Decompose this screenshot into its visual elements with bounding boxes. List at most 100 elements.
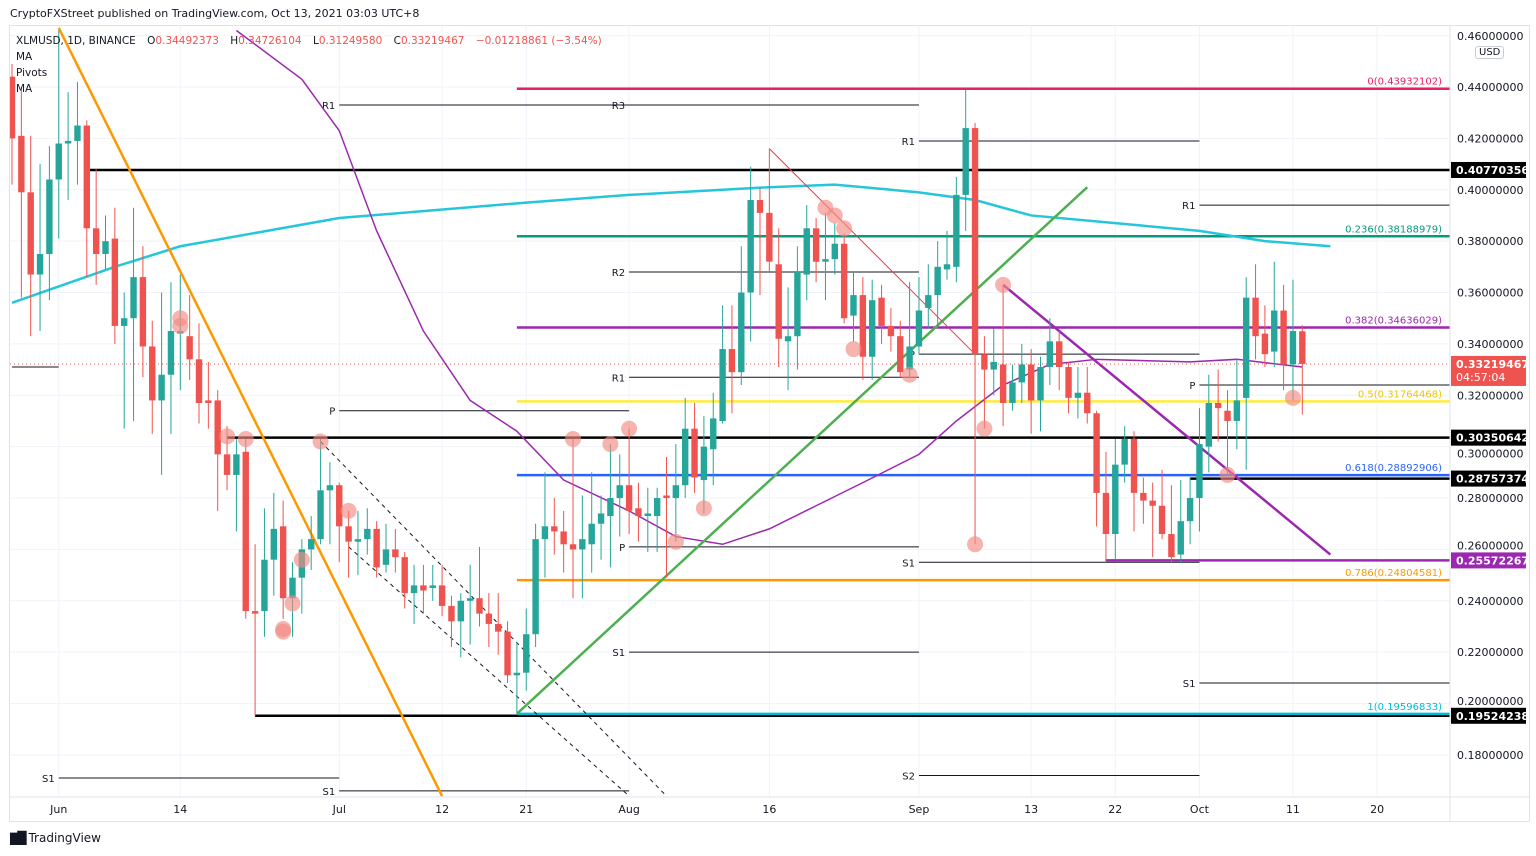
fib-level-label: 0(0.43932102) <box>1367 77 1442 88</box>
ohlc-row: XLMUSD, 1D, BINANCE O0.34492373 H0.34726… <box>16 33 602 49</box>
price-tag <box>1451 552 1526 569</box>
candle-body <box>382 549 390 565</box>
candle-body <box>354 539 362 542</box>
touch-marker <box>621 420 638 437</box>
trendline <box>1002 283 1332 556</box>
touch-marker <box>1284 389 1301 406</box>
indicator-ma-2[interactable]: MA <box>16 83 33 95</box>
y-tick-label: 0.40000000 <box>1457 184 1523 197</box>
last-price-tag <box>1451 355 1526 386</box>
price-tag-label: 0.19524238 <box>1456 710 1529 723</box>
candle-body <box>1177 521 1184 555</box>
candle-body <box>850 295 857 316</box>
candle-body <box>953 194 960 267</box>
low-value: 0.31249580 <box>318 35 383 47</box>
candle-body <box>1168 534 1175 558</box>
candle-body <box>682 428 689 486</box>
candle-body <box>317 490 324 540</box>
pivot-label: R1 <box>902 137 915 148</box>
x-tick-label: Sep <box>909 803 930 816</box>
candle-body <box>495 623 502 632</box>
candle-body <box>1252 297 1259 337</box>
y-tick-label: 0.46000000 <box>1457 30 1523 43</box>
candle-body <box>990 361 997 370</box>
x-tick-label: 13 <box>1024 803 1038 816</box>
moving-average-line <box>235 29 1303 546</box>
candle-body <box>121 318 128 326</box>
candle-body <box>167 331 175 375</box>
touch-marker <box>967 536 984 553</box>
fib-level-label: 0.786(0.24804581) <box>1345 568 1442 579</box>
candle-body <box>840 243 848 319</box>
pivot-label: S1 <box>1183 679 1196 690</box>
candle-body <box>523 634 530 673</box>
pivot-label: R1 <box>322 101 335 112</box>
touch-marker <box>237 430 254 447</box>
touch-marker <box>312 433 329 450</box>
close-label: C <box>393 35 401 47</box>
touch-marker <box>340 502 357 519</box>
candle-body <box>392 549 399 558</box>
candle-body <box>158 374 165 401</box>
candle-body <box>1102 492 1110 535</box>
currency-badge[interactable]: USD <box>1475 46 1505 59</box>
candle-body <box>541 526 549 540</box>
candle-body <box>635 508 642 517</box>
open-label: O <box>147 35 156 47</box>
candle-body <box>410 585 418 594</box>
candle-body <box>887 325 895 337</box>
symbol-label[interactable]: XLMUSD, 1D, BINANCE <box>16 35 136 47</box>
close-value: 0.33219467 <box>400 35 465 47</box>
candle-body <box>476 598 483 614</box>
candle-body <box>251 611 259 614</box>
price-tag-label: 0.30350642 <box>1456 432 1529 445</box>
candle-body <box>1084 392 1091 414</box>
candle-body <box>36 253 44 275</box>
candle-body <box>1056 341 1063 368</box>
y-tick-label: 0.22000000 <box>1457 646 1523 659</box>
high-value: 0.34726104 <box>238 35 302 47</box>
candle-body <box>532 539 539 635</box>
candle-body <box>784 336 792 342</box>
touch-marker <box>995 276 1012 293</box>
candle-body <box>1093 413 1100 493</box>
candle-body <box>756 200 764 213</box>
candle-body <box>1233 400 1241 421</box>
y-tick-label: 0.24000000 <box>1457 595 1523 608</box>
tradingview-branding[interactable]: ▇█ TradingView <box>10 831 101 845</box>
pivot-label: S2 <box>902 771 915 782</box>
touch-marker <box>845 341 862 358</box>
candle-body <box>1130 438 1138 493</box>
price-tag <box>1451 470 1526 487</box>
candle-body <box>10 76 16 139</box>
touch-marker <box>1219 466 1236 483</box>
candle-body <box>186 336 193 360</box>
candle-body <box>429 585 436 588</box>
candle-body <box>812 228 820 262</box>
fib-level-label: 0.382(0.34636029) <box>1345 316 1442 327</box>
candle-body <box>233 454 240 475</box>
candle-body <box>1289 331 1297 365</box>
x-tick-label: 12 <box>435 803 449 816</box>
trendline <box>768 148 976 355</box>
indicator-pivots[interactable]: Pivots <box>16 67 48 79</box>
candle-body <box>195 359 203 403</box>
pivot-label: P <box>619 543 625 554</box>
y-tick-label: 0.34000000 <box>1457 338 1523 351</box>
x-tick-label: 22 <box>1108 803 1122 816</box>
chart-frame <box>9 25 1530 822</box>
indicator-ma-1[interactable]: MA <box>16 51 33 63</box>
fib-level-label: 0.618(0.28892906) <box>1345 463 1442 474</box>
candle-body <box>878 297 885 326</box>
candle-body <box>971 128 979 355</box>
candle-body <box>766 212 773 262</box>
candle-body <box>775 264 782 339</box>
price-tag-label: 0.40770356 <box>1456 164 1529 177</box>
pivot-label: R1 <box>1182 201 1195 212</box>
touch-marker <box>695 500 712 517</box>
x-tick-label: 21 <box>519 803 533 816</box>
candle-body <box>1280 310 1287 365</box>
price-tag-label: 0.28757374 <box>1456 473 1529 486</box>
candle-body <box>915 310 923 347</box>
